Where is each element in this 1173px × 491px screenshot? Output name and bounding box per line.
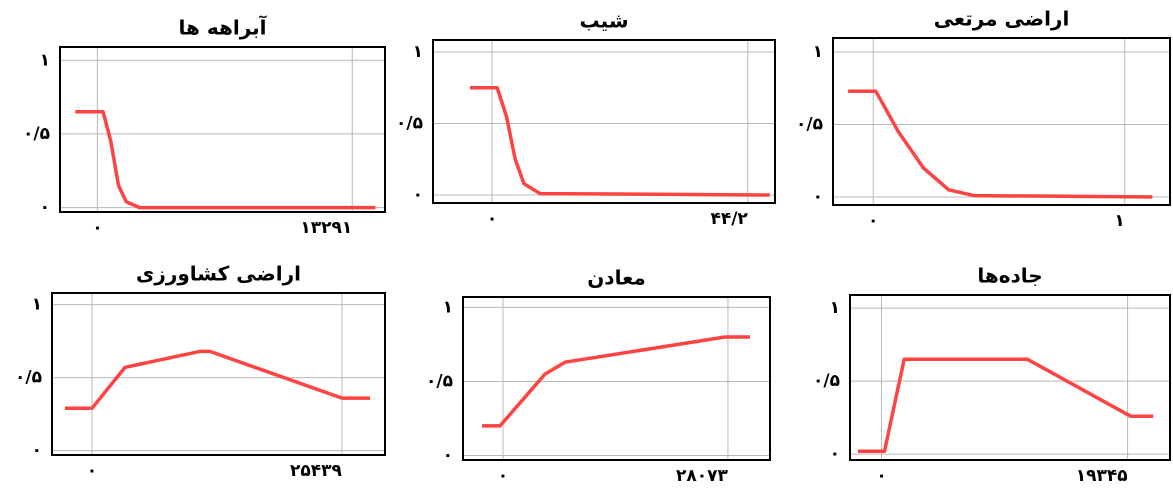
plot-frame — [849, 294, 1171, 461]
x-tick-label: ۰ — [87, 461, 97, 481]
y-tick-label: ۱ — [32, 295, 42, 315]
x-tick-label: ۰ — [876, 466, 886, 486]
plot-frame — [462, 296, 771, 461]
x-tick-label: ۴۴/۲ — [710, 209, 748, 229]
y-tick-label: ۰ — [813, 187, 823, 207]
x-tick-label: ۱ — [1114, 211, 1124, 231]
chart-title: معادن — [587, 266, 646, 290]
y-tick-label: ۰/۵ — [796, 115, 823, 135]
y-tick-label: ۱ — [40, 50, 50, 70]
plot-frame — [832, 37, 1171, 206]
x-tick-label: ۲۵۴۳۹ — [290, 461, 343, 481]
membership-line — [857, 357, 1154, 453]
membership-line — [848, 89, 1153, 199]
plot-frame — [51, 292, 386, 456]
membership-line — [65, 349, 370, 411]
y-tick-label: ۰ — [32, 441, 42, 461]
x-tick-label: ۲۸۰۷۳ — [676, 466, 729, 486]
y-tick-label: ۰ — [443, 446, 453, 466]
y-tick-label: ۱ — [830, 298, 840, 318]
chart-title: اراضی مرتعی — [934, 7, 1070, 31]
x-tick-label: ۰ — [498, 466, 508, 486]
y-tick-label: ۰/۵ — [23, 124, 50, 144]
y-tick-label: ۱ — [413, 42, 423, 62]
y-tick-label: ۰/۵ — [426, 371, 453, 391]
membership-line — [482, 335, 750, 428]
x-tick-label: ۱۹۳۴۵ — [1076, 466, 1128, 486]
y-tick-label: ۱ — [443, 297, 453, 317]
x-tick-label: ۰ — [868, 211, 878, 231]
membership-line — [470, 86, 770, 197]
x-tick-label: ۱۳۲۹۱ — [300, 218, 352, 238]
chart-title: جاده‌ها — [977, 264, 1042, 288]
y-tick-label: ۰/۵ — [813, 371, 840, 391]
y-tick-label: ۰ — [40, 198, 50, 218]
membership-line — [75, 110, 376, 210]
x-tick-label: ۰ — [487, 209, 497, 229]
y-tick-label: ۱ — [813, 42, 823, 62]
chart-title: اراضی کشاورزی — [136, 262, 301, 286]
x-tick-label: ۰ — [92, 218, 102, 238]
chart-title: شیب — [579, 9, 628, 33]
y-tick-label: ۰ — [413, 185, 423, 205]
plot-frame — [432, 39, 776, 204]
plot-frame — [59, 46, 386, 213]
chart-title: آبراهه ها — [179, 15, 268, 40]
y-tick-label: ۰ — [830, 444, 840, 464]
y-tick-label: ۰/۵ — [15, 368, 42, 388]
y-tick-label: ۰/۵ — [396, 114, 423, 134]
